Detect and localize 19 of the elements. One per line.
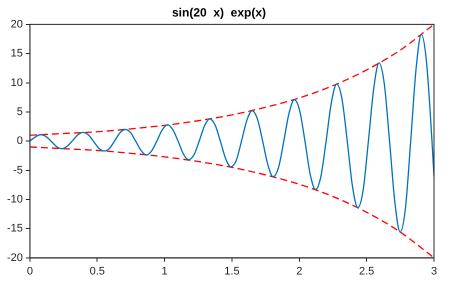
y-tick-label: -20 <box>6 252 23 264</box>
line-series <box>30 34 434 233</box>
x-tick-label: 0 <box>26 265 33 278</box>
x-tick-label: 2.5 <box>359 265 374 278</box>
y-tick-label: 20 <box>10 18 23 30</box>
y-tick-label: 15 <box>10 48 23 60</box>
x-tick-label: 1 <box>162 265 168 278</box>
y-tick-label: -10 <box>6 193 23 206</box>
x-tick-label: 3 <box>430 265 438 278</box>
x-tick-label: 1.5 <box>224 265 240 278</box>
y-tick-label: 5 <box>16 106 23 118</box>
y-tick-label: -5 <box>13 164 23 176</box>
x-tick-label: 2 <box>296 265 302 278</box>
y-tick-label: -15 <box>6 222 23 235</box>
y-tick-label: 10 <box>10 76 23 89</box>
chart-title: sin(20 x) exp(x) <box>172 6 266 20</box>
line-series <box>30 24 434 136</box>
y-tick-label: 0 <box>16 135 23 148</box>
x-tick-label: 0.5 <box>90 265 105 278</box>
